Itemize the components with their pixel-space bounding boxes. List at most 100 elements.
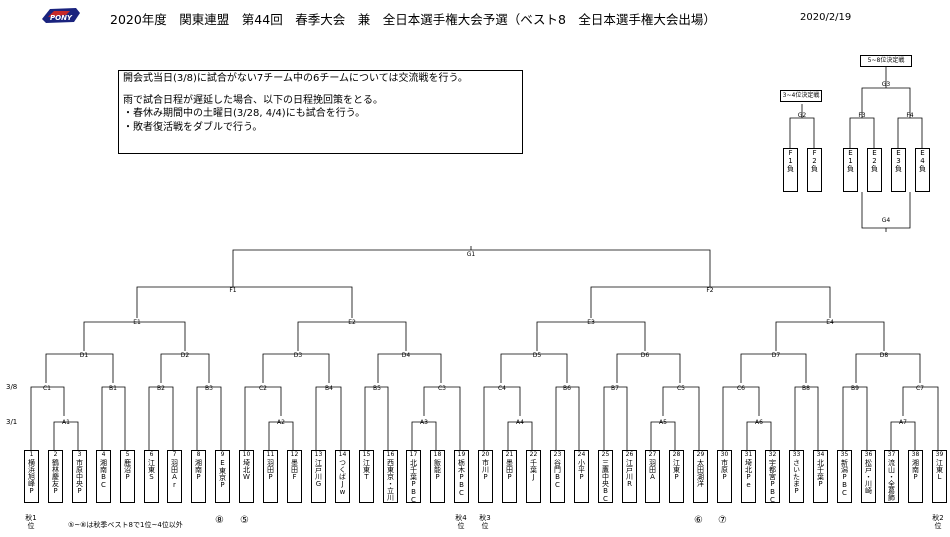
seed-note: ⑤~⑧は秋季ベスト8で1位~4位以外 bbox=[68, 521, 183, 529]
team-slot-37: 37 流山・全葛飾 bbox=[884, 450, 899, 503]
team-number: 22 bbox=[529, 451, 538, 458]
team-slot-28: 28 江東P bbox=[669, 450, 684, 503]
team-name: 羽田Ar bbox=[170, 459, 179, 489]
team-name: 三鷹中央BC bbox=[601, 459, 610, 503]
team-number: 27 bbox=[648, 451, 657, 458]
team-number: 1 bbox=[29, 451, 34, 458]
team-slot-22: 22 千葉J bbox=[526, 450, 541, 503]
team-name: 市川P bbox=[481, 459, 490, 481]
team-name: 江東T bbox=[362, 459, 371, 481]
team-number: 15 bbox=[362, 451, 371, 458]
team-name: 鹿沼P bbox=[123, 459, 132, 481]
team-name: 埼北W bbox=[242, 459, 251, 481]
team-slot-34: 34 北千葉P bbox=[813, 450, 828, 503]
team-number: 26 bbox=[625, 451, 634, 458]
node-d4: D4 bbox=[402, 352, 411, 359]
team-number: 9 bbox=[220, 451, 225, 458]
team-number: 37 bbox=[887, 451, 896, 458]
team-name: 西東京・立川 bbox=[386, 459, 395, 501]
node-b1: B1 bbox=[109, 385, 117, 392]
team-number: 18 bbox=[433, 451, 442, 458]
node-f1: F1 bbox=[229, 287, 236, 294]
team-slot-7: 7 羽田Ar bbox=[167, 450, 182, 503]
small-team-e4-loser: E4負 bbox=[915, 148, 930, 192]
team-name: さいたまP bbox=[792, 459, 801, 495]
seed-autumn-4th: 秋4位 bbox=[455, 514, 467, 530]
team-name: 宇都宮PBC bbox=[768, 459, 777, 503]
team-number: 5 bbox=[125, 451, 130, 458]
team-slot-24: 24 小平P bbox=[574, 450, 589, 503]
team-name: 江戸川G bbox=[314, 459, 323, 488]
third-place-label: 3~4位決定戦 bbox=[780, 90, 822, 102]
team-name: 江東P bbox=[672, 459, 681, 481]
team-number: 7 bbox=[172, 451, 177, 458]
round-label-3-8: 3/8 bbox=[6, 383, 18, 391]
seed-mark-7: ⑦ bbox=[718, 515, 727, 526]
team-number: 6 bbox=[149, 451, 154, 458]
team-slot-2: 2 鶴林慶友P bbox=[48, 450, 63, 503]
team-number: 20 bbox=[481, 451, 490, 458]
team-slot-29: 29 太田湖洋 bbox=[693, 450, 708, 503]
team-number: 36 bbox=[864, 451, 873, 458]
team-number: 29 bbox=[696, 451, 705, 458]
team-slot-38: 38 湘南P bbox=[908, 450, 923, 503]
team-slot-15: 15 江東T bbox=[359, 450, 374, 503]
team-number: 34 bbox=[816, 451, 825, 458]
notice-box: 開会式当日(3/8)に試合がない7チーム中の6チームについては交流戦を行う。 雨… bbox=[118, 70, 523, 154]
node-c4: C4 bbox=[498, 385, 506, 392]
team-name: 飯能P bbox=[433, 459, 442, 481]
notice-line-3: ・春休み期間中の土曜日(3/28, 4/4)にも試合を行う。 bbox=[123, 108, 366, 119]
team-slot-8: 8 湘南P bbox=[191, 450, 206, 503]
team-slot-20: 20 市川P bbox=[478, 450, 493, 503]
team-number: 30 bbox=[720, 451, 729, 458]
team-name: 鶴林慶友P bbox=[51, 459, 60, 495]
team-name: 栃木PBC bbox=[457, 459, 466, 497]
document-date: 2020/2/19 bbox=[800, 12, 852, 23]
team-number: 32 bbox=[768, 451, 777, 458]
node-e2: E2 bbox=[348, 319, 356, 326]
node-f3: F3 bbox=[858, 112, 865, 119]
node-c6: C6 bbox=[737, 385, 745, 392]
small-team-e1-loser: E1負 bbox=[843, 148, 858, 192]
notice-line-2: 雨で試合日程が遅延した場合、以下の日程挽回策をとる。 bbox=[123, 94, 383, 106]
page-title: 2020年度 関東連盟 第44回 春季大会 兼 全日本選手権大会予選（ベスト8 … bbox=[110, 12, 716, 27]
team-number: 21 bbox=[505, 451, 514, 458]
team-slot-3: 3 市原中央P bbox=[72, 450, 87, 503]
team-name: 横浜旭峰P bbox=[27, 459, 36, 495]
team-name: 江戸川R bbox=[625, 459, 634, 488]
node-d1: D1 bbox=[80, 352, 89, 359]
node-b4: B4 bbox=[325, 385, 333, 392]
team-slot-19: 19 栃木PBC bbox=[454, 450, 469, 503]
node-g4: G4 bbox=[882, 217, 891, 224]
team-name: 湘南P bbox=[911, 459, 920, 481]
team-name: 千葉J bbox=[529, 459, 538, 481]
small-team-f2-loser: F2負 bbox=[807, 148, 822, 192]
node-a4: A4 bbox=[516, 419, 524, 426]
team-slot-17: 17 北千葉PBC bbox=[406, 450, 421, 503]
team-name: 北千葉P bbox=[816, 459, 825, 488]
node-d8: D8 bbox=[880, 352, 889, 359]
team-name: 市原P bbox=[720, 459, 729, 481]
node-a2: A2 bbox=[277, 419, 285, 426]
team-name: つくばJw bbox=[338, 459, 347, 496]
team-number: 23 bbox=[553, 451, 562, 458]
team-name: 墨田P bbox=[505, 459, 514, 481]
team-number: 4 bbox=[101, 451, 106, 458]
logo-text: PONY bbox=[50, 14, 73, 22]
team-number: 35 bbox=[840, 451, 849, 458]
team-slot-1: 1 横浜旭峰P bbox=[24, 450, 39, 503]
team-number: 13 bbox=[314, 451, 323, 458]
node-b8: B8 bbox=[802, 385, 810, 392]
team-name: 羽田A bbox=[648, 459, 657, 481]
seed-mark-8: ⑧ bbox=[215, 515, 224, 526]
node-d2: D2 bbox=[181, 352, 190, 359]
team-number: 17 bbox=[409, 451, 418, 458]
node-c1: C1 bbox=[43, 385, 51, 392]
team-slot-14: 14 つくばJw bbox=[335, 450, 350, 503]
node-b9: B9 bbox=[851, 385, 859, 392]
team-slot-10: 10 埼北W bbox=[239, 450, 254, 503]
node-c2: C2 bbox=[259, 385, 267, 392]
node-b6: B6 bbox=[563, 385, 571, 392]
team-slot-32: 32 宇都宮PBC bbox=[765, 450, 780, 503]
